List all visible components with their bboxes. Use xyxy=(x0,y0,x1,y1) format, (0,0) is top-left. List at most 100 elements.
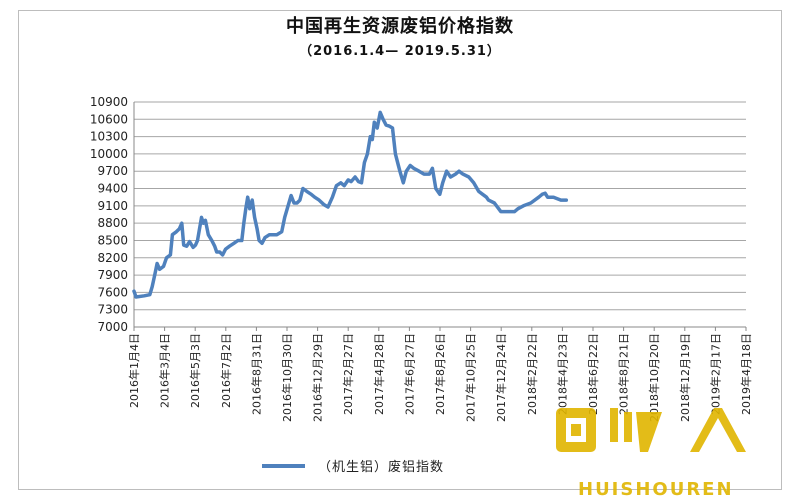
y-tick-label: 7300 xyxy=(97,303,128,317)
data-point xyxy=(153,273,156,277)
data-point xyxy=(280,230,283,233)
data-point xyxy=(373,121,376,124)
data-point xyxy=(467,175,470,179)
y-tick-label: 8200 xyxy=(97,251,128,265)
data-point xyxy=(317,198,321,202)
data-point xyxy=(360,181,363,184)
data-point xyxy=(391,126,394,130)
data-point xyxy=(499,210,502,213)
data-point xyxy=(218,250,221,254)
data-point xyxy=(260,242,264,245)
data-point xyxy=(363,161,366,164)
data-point xyxy=(376,126,379,130)
y-tick-label: 10300 xyxy=(90,130,128,144)
x-tick-label: 2017年12月24日 xyxy=(494,333,508,422)
data-point xyxy=(388,125,391,128)
y-tick-label: 7000 xyxy=(97,320,128,334)
x-tick-label: 2019年2月17日 xyxy=(708,333,722,415)
data-point xyxy=(228,245,231,248)
data-point xyxy=(242,222,245,225)
data-point xyxy=(191,246,195,249)
data-point xyxy=(405,170,408,173)
data-point xyxy=(178,227,181,231)
x-tick-label: 2018年6月22日 xyxy=(586,333,600,415)
data-point xyxy=(221,253,224,257)
x-tick-label: 2016年12月29日 xyxy=(311,333,325,422)
data-point xyxy=(143,294,146,297)
data-point xyxy=(244,207,247,210)
data-point xyxy=(298,198,302,202)
data-point xyxy=(487,198,490,202)
data-point xyxy=(543,192,547,195)
data-point xyxy=(398,170,402,173)
data-point xyxy=(339,181,342,184)
data-point xyxy=(158,268,161,271)
data-point xyxy=(134,295,138,299)
data-point xyxy=(541,193,544,196)
data-point xyxy=(461,172,465,176)
data-point xyxy=(343,184,346,187)
data-point xyxy=(263,236,267,239)
data-point xyxy=(207,233,210,236)
y-tick-label: 10900 xyxy=(90,95,128,109)
x-tick-label: 2017年2月27日 xyxy=(341,333,355,415)
y-tick-label: 9400 xyxy=(97,182,128,196)
data-point xyxy=(194,243,197,247)
data-point xyxy=(481,193,484,196)
data-point xyxy=(132,290,136,293)
data-point xyxy=(506,210,509,213)
x-tick-label: 2016年10月30日 xyxy=(280,333,294,422)
x-tick-label: 2016年7月2日 xyxy=(219,333,233,408)
data-point xyxy=(313,196,316,199)
data-point xyxy=(253,216,256,219)
x-tick-label: 2019年4月18日 xyxy=(739,333,753,415)
data-point xyxy=(552,196,555,199)
data-point xyxy=(434,187,437,190)
data-point xyxy=(369,135,372,138)
data-point xyxy=(417,170,421,173)
data-point xyxy=(412,167,415,170)
data-point xyxy=(310,193,313,196)
x-tick-label: 2018年4月23日 xyxy=(555,333,569,415)
data-point xyxy=(283,216,286,219)
x-tick-label: 2017年8月26日 xyxy=(433,333,447,415)
data-point xyxy=(331,196,334,199)
data-point xyxy=(353,175,357,179)
data-point xyxy=(454,172,457,176)
data-point xyxy=(248,207,251,210)
data-point xyxy=(255,227,259,231)
data-point xyxy=(286,204,290,207)
data-point xyxy=(171,233,174,236)
data-point xyxy=(513,210,516,213)
data-point xyxy=(301,187,305,190)
data-point xyxy=(322,203,326,206)
data-point xyxy=(240,239,243,242)
data-point xyxy=(251,198,254,202)
chart-frame xyxy=(18,10,782,490)
data-point xyxy=(431,167,434,170)
data-point xyxy=(422,172,426,176)
data-point xyxy=(165,256,168,259)
x-tick-label: 2017年4月28日 xyxy=(372,333,386,415)
data-point xyxy=(236,239,240,242)
y-tick-label: 7900 xyxy=(97,268,128,282)
data-point xyxy=(428,172,431,176)
data-point xyxy=(215,250,218,254)
data-point xyxy=(275,233,278,236)
series-layer xyxy=(132,110,569,299)
y-tick-label: 9700 xyxy=(97,164,128,178)
data-point xyxy=(522,204,525,207)
data-point xyxy=(180,222,183,225)
y-tick-label: 7600 xyxy=(97,285,128,299)
data-point xyxy=(196,239,199,242)
chart-title: 中国再生资源废铝价格指数 xyxy=(286,16,514,37)
data-point xyxy=(565,198,568,202)
data-point xyxy=(529,201,532,205)
data-point xyxy=(162,265,165,268)
data-point xyxy=(210,239,213,242)
x-tick-label: 2016年3月4日 xyxy=(158,333,172,408)
data-point xyxy=(232,242,236,245)
data-point xyxy=(295,201,299,205)
data-point xyxy=(441,181,444,184)
